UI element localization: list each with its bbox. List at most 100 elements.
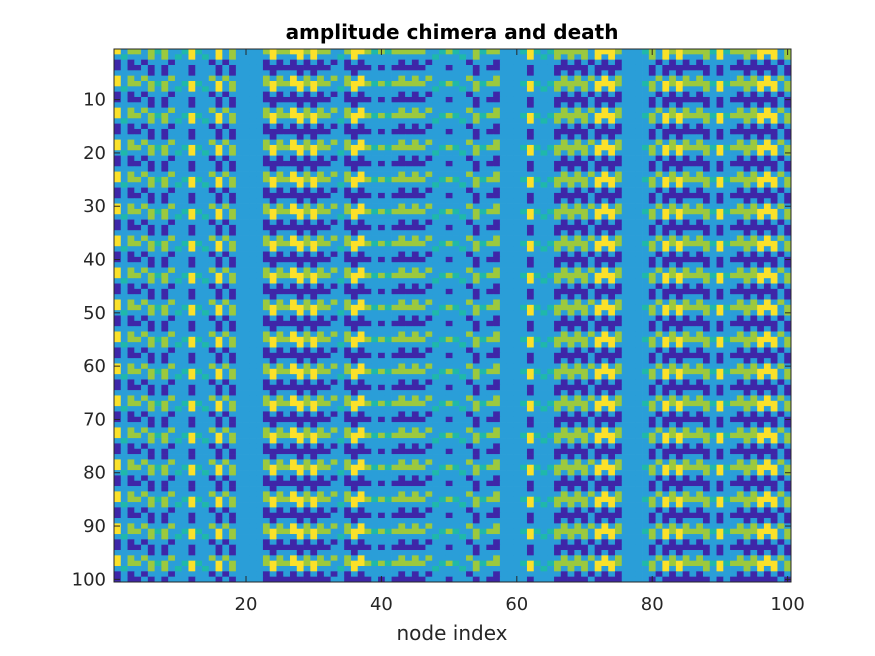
heatmap-cell: [642, 54, 649, 60]
heatmap-cell: [263, 246, 270, 252]
heatmap-cell: [344, 230, 351, 236]
heatmap-cell: [202, 161, 209, 167]
heatmap-cell: [453, 134, 460, 140]
heatmap-cell: [114, 278, 121, 284]
heatmap-cell: [615, 145, 622, 151]
heatmap-cell: [771, 81, 778, 87]
heatmap-cell: [148, 97, 155, 103]
heatmap-cell: [689, 177, 696, 183]
heatmap-cell: [209, 118, 216, 124]
heatmap-cell: [635, 172, 642, 178]
heatmap-cell: [459, 86, 466, 92]
heatmap-cell: [527, 86, 534, 92]
heatmap-cell: [547, 60, 554, 66]
heatmap-cell: [595, 273, 602, 279]
heatmap-cell: [188, 166, 195, 172]
heatmap-cell: [574, 70, 581, 76]
heatmap-cell: [764, 246, 771, 252]
heatmap-cell: [155, 193, 162, 199]
heatmap-cell: [534, 129, 541, 135]
heatmap-cell: [547, 220, 554, 226]
heatmap-cell: [121, 134, 128, 140]
heatmap-cell: [344, 118, 351, 124]
heatmap-cell: [608, 236, 615, 242]
heatmap-cell: [635, 97, 642, 103]
heatmap-cell: [466, 129, 473, 135]
heatmap-cell: [378, 230, 385, 236]
heatmap-cell: [405, 81, 412, 87]
heatmap-cell: [290, 230, 297, 236]
heatmap-cell: [784, 289, 791, 295]
heatmap-cell: [588, 198, 595, 204]
heatmap-cell: [622, 268, 629, 274]
heatmap-cell: [717, 209, 724, 215]
heatmap-cell: [304, 161, 311, 167]
heatmap-cell: [324, 161, 331, 167]
heatmap-cell: [629, 236, 636, 242]
heatmap-cell: [771, 246, 778, 252]
heatmap-cell: [608, 273, 615, 279]
heatmap-cell: [554, 300, 561, 306]
heatmap-cell: [432, 252, 439, 258]
heatmap-cell: [473, 177, 480, 183]
heatmap-cell: [784, 65, 791, 71]
heatmap-cell: [689, 150, 696, 156]
heatmap-cell: [459, 140, 466, 146]
heatmap-cell: [114, 140, 121, 146]
heatmap-cell: [222, 108, 229, 114]
heatmap-cell: [236, 278, 243, 284]
heatmap-cell: [493, 188, 500, 194]
heatmap-cell: [601, 198, 608, 204]
heatmap-cell: [534, 209, 541, 215]
heatmap-cell: [432, 92, 439, 98]
heatmap-cell: [290, 225, 297, 231]
heatmap-cell: [378, 188, 385, 194]
heatmap-cell: [128, 150, 135, 156]
heatmap-cell: [649, 310, 656, 316]
heatmap-cell: [507, 177, 514, 183]
heatmap-cell: [547, 102, 554, 108]
heatmap-cell: [283, 252, 290, 258]
heatmap-cell: [216, 246, 223, 252]
heatmap-cell: [513, 60, 520, 66]
heatmap-cell: [425, 193, 432, 199]
heatmap-cell: [229, 305, 236, 311]
heatmap-cell: [730, 70, 737, 76]
heatmap-cell: [534, 134, 541, 140]
heatmap-cell: [500, 204, 507, 210]
heatmap-cell: [493, 60, 500, 66]
heatmap-cell: [689, 134, 696, 140]
heatmap-cell: [764, 182, 771, 188]
heatmap-cell: [229, 177, 236, 183]
heatmap-cell: [723, 60, 730, 66]
heatmap-cell: [290, 134, 297, 140]
heatmap-cell: [669, 150, 676, 156]
heatmap-cell: [459, 300, 466, 306]
heatmap-cell: [513, 225, 520, 231]
heatmap-cell: [412, 252, 419, 258]
heatmap-cell: [256, 129, 263, 135]
heatmap-cell: [364, 262, 371, 268]
heatmap-cell: [480, 134, 487, 140]
heatmap-cell: [784, 108, 791, 114]
heatmap-cell: [168, 60, 175, 66]
heatmap-cell: [635, 204, 642, 210]
heatmap-cell: [676, 60, 683, 66]
heatmap-cell: [520, 305, 527, 311]
heatmap-cell: [371, 65, 378, 71]
heatmap-cell: [656, 310, 663, 316]
heatmap-cell: [717, 268, 724, 274]
heatmap-cell: [453, 182, 460, 188]
heatmap-cell: [635, 60, 642, 66]
heatmap-cell: [324, 49, 331, 55]
heatmap-cell: [141, 284, 148, 290]
heatmap-cell: [398, 161, 405, 167]
heatmap-cell: [513, 124, 520, 130]
heatmap-cell: [676, 108, 683, 114]
heatmap-cell: [513, 257, 520, 263]
heatmap-cell: [405, 225, 412, 231]
heatmap-cell: [541, 310, 548, 316]
heatmap-cell: [534, 193, 541, 199]
heatmap-cell: [175, 118, 182, 124]
heatmap-cell: [615, 81, 622, 87]
